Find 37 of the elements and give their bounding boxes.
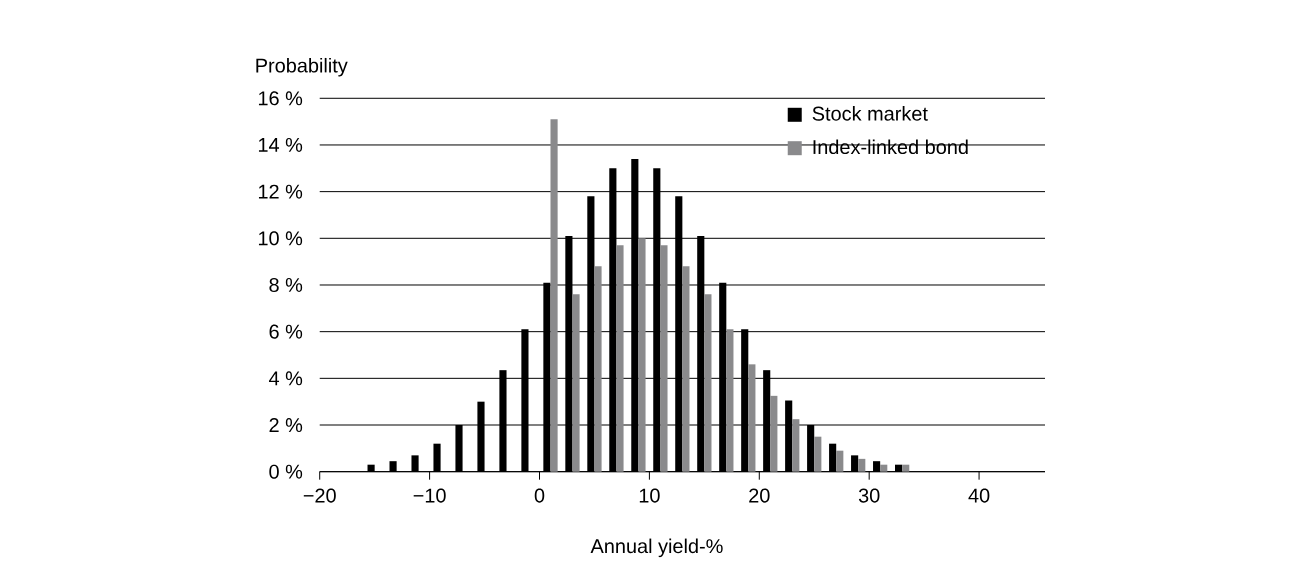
legend-label: Stock market <box>812 106 928 121</box>
bar <box>682 266 690 472</box>
bar <box>880 464 888 472</box>
y-tick-label: 4 % <box>268 371 303 386</box>
bar <box>792 419 800 472</box>
x-tick-label: 10 <box>639 488 660 503</box>
legend-label: Index-linked bond <box>813 139 968 155</box>
bar <box>814 436 822 472</box>
bar <box>616 245 624 472</box>
x-axis-title: Annual yield-% <box>590 538 723 558</box>
y-tick-label: 10 % <box>258 231 303 246</box>
bar <box>638 238 646 472</box>
y-tick-label: 14 % <box>258 137 303 152</box>
bar <box>594 266 602 472</box>
y-tick-label: 6 % <box>269 324 303 339</box>
y-tick-label: 8 % <box>269 277 303 293</box>
bar <box>902 464 910 472</box>
x-tick-label: 0 <box>534 488 545 503</box>
x-tick-label: 20 <box>749 488 770 503</box>
x-tick-label: −20 <box>303 488 336 503</box>
y-tick-label: 16 % <box>258 91 303 106</box>
y-tick-label: 12 % <box>258 184 303 199</box>
bar <box>858 458 866 472</box>
y-tick-label: 2 % <box>269 418 303 433</box>
bar <box>748 364 756 472</box>
bar <box>770 395 778 472</box>
x-tick-label: −10 <box>413 488 446 503</box>
bar <box>550 119 558 472</box>
bar <box>836 450 844 472</box>
bar <box>704 294 712 472</box>
x-tick-label: 40 <box>968 488 990 503</box>
bar <box>660 245 668 472</box>
bar <box>572 294 580 472</box>
bar <box>726 329 734 472</box>
y-tick-label: 0 % <box>269 464 303 479</box>
x-tick-label: 30 <box>858 488 880 503</box>
y-axis-title: Probability <box>256 57 348 77</box>
